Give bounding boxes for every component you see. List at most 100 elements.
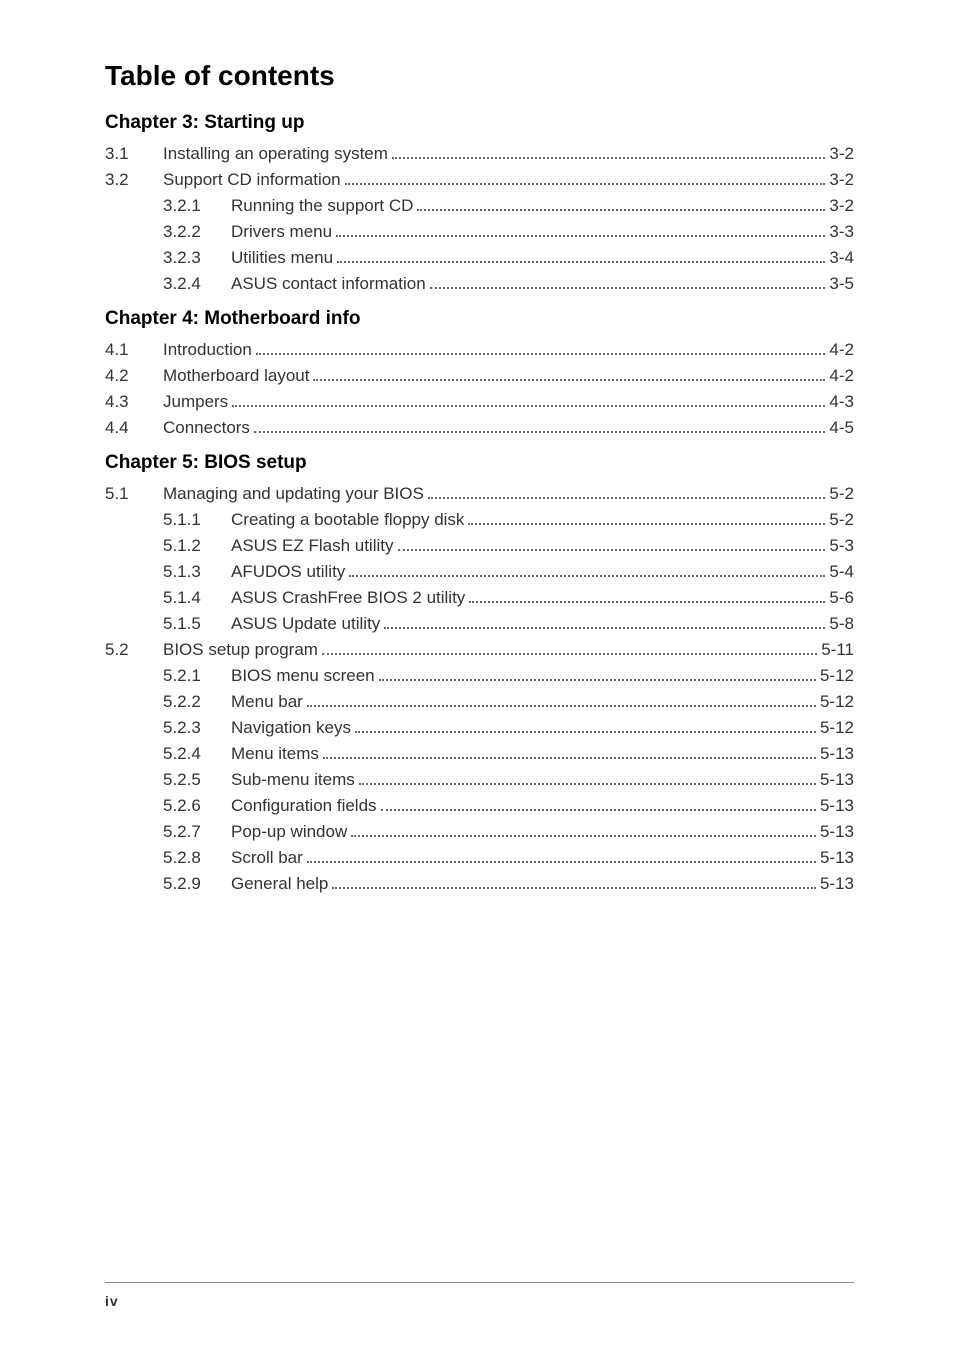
toc-entry-page: 3-2 xyxy=(829,196,854,216)
toc-leader-dots xyxy=(349,575,825,577)
toc-leader-dots xyxy=(469,601,825,603)
toc-entry: 5.1.5ASUS Update utility5-8 xyxy=(105,614,854,634)
toc-entry-page: 5-13 xyxy=(820,822,854,842)
toc-entry: 5.2.9General help5-13 xyxy=(105,874,854,894)
toc-leader-dots xyxy=(332,887,816,889)
toc-entry-label: Introduction xyxy=(163,340,252,360)
toc-entry-label: AFUDOS utility xyxy=(231,562,345,582)
toc-entry-label: Installing an operating system xyxy=(163,144,388,164)
toc-entry-number: 5.2.7 xyxy=(163,822,231,842)
toc-entry-page: 5-2 xyxy=(829,484,854,504)
footer-page-number: iv xyxy=(105,1293,854,1309)
toc-entry-number: 3.1 xyxy=(105,144,163,164)
toc-leader-dots xyxy=(323,757,816,759)
toc-leader-dots xyxy=(345,183,826,185)
toc-entry-number: 3.2.1 xyxy=(163,196,231,216)
toc-entry: 3.2.3Utilities menu3-4 xyxy=(105,248,854,268)
toc-entry-label: ASUS EZ Flash utility xyxy=(231,536,394,556)
toc-entry: 5.1.3AFUDOS utility5-4 xyxy=(105,562,854,582)
toc-entry-number: 5.2.2 xyxy=(163,692,231,712)
toc-entry-number: 5.1.2 xyxy=(163,536,231,556)
toc-leader-dots xyxy=(336,235,825,237)
toc-entry-label: ASUS contact information xyxy=(231,274,426,294)
toc-entry-number: 5.1.1 xyxy=(163,510,231,530)
toc-entry: 4.1Introduction4-2 xyxy=(105,340,854,360)
chapter-heading: Chapter 3: Starting up xyxy=(105,112,854,134)
toc-entry-number: 4.2 xyxy=(105,366,163,386)
toc-entry-page: 5-8 xyxy=(829,614,854,634)
toc-entry-label: Motherboard layout xyxy=(163,366,309,386)
toc-leader-dots xyxy=(256,353,826,355)
toc-leader-dots xyxy=(351,835,816,837)
toc-entry-page: 5-13 xyxy=(820,874,854,894)
toc-entry-page: 5-13 xyxy=(820,848,854,868)
toc-entry: 5.1.4ASUS CrashFree BIOS 2 utility5-6 xyxy=(105,588,854,608)
toc-leader-dots xyxy=(381,809,816,811)
toc-leader-dots xyxy=(359,783,816,785)
toc-entry: 4.3Jumpers4-3 xyxy=(105,392,854,412)
toc-entry: 5.2.5Sub-menu items5-13 xyxy=(105,770,854,790)
toc-leader-dots xyxy=(337,261,825,263)
toc-entry-page: 4-3 xyxy=(829,392,854,412)
toc-entry-page: 5-11 xyxy=(821,640,854,660)
toc-leader-dots xyxy=(398,549,826,551)
toc-entry: 3.2.4ASUS contact information3-5 xyxy=(105,274,854,294)
toc-entry-label: Connectors xyxy=(163,418,250,438)
toc-entry-label: Creating a bootable floppy disk xyxy=(231,510,464,530)
toc-entry-label: Managing and updating your BIOS xyxy=(163,484,424,504)
toc-leader-dots xyxy=(254,431,825,433)
toc-entry: 5.2.8Scroll bar 5-13 xyxy=(105,848,854,868)
toc-leader-dots xyxy=(468,523,825,525)
toc-entry-label: Utilities menu xyxy=(231,248,333,268)
toc-entry-label: Drivers menu xyxy=(231,222,332,242)
toc-entry-label: Support CD information xyxy=(163,170,341,190)
toc-leader-dots xyxy=(232,405,825,407)
toc-entry-number: 5.1.5 xyxy=(163,614,231,634)
footer-rule xyxy=(105,1282,854,1283)
toc-entry-page: 5-4 xyxy=(829,562,854,582)
toc-leader-dots xyxy=(428,497,826,499)
toc-leader-dots xyxy=(379,679,816,681)
toc-entry-number: 5.2.4 xyxy=(163,744,231,764)
chapter-heading: Chapter 5: BIOS setup xyxy=(105,452,854,474)
toc-entry-label: Sub-menu items xyxy=(231,770,355,790)
chapter-heading: Chapter 4: Motherboard info xyxy=(105,308,854,330)
toc-leader-dots xyxy=(355,731,816,733)
toc-entry-label: Menu items xyxy=(231,744,319,764)
toc-entry: 5.1.2ASUS EZ Flash utility 5-3 xyxy=(105,536,854,556)
toc-entry-page: 5-13 xyxy=(820,770,854,790)
toc-entry-number: 5.1.4 xyxy=(163,588,231,608)
toc-leader-dots xyxy=(430,287,826,289)
toc-entry: 5.1Managing and updating your BIOS5-2 xyxy=(105,484,854,504)
toc-entry-number: 5.2.1 xyxy=(163,666,231,686)
toc-container: Chapter 3: Starting up 3.1Installing an o… xyxy=(105,112,854,894)
toc-entry: 3.1Installing an operating system3-2 xyxy=(105,144,854,164)
toc-entry-label: Navigation keys xyxy=(231,718,351,738)
toc-leader-dots xyxy=(307,861,816,863)
toc-entry-label: Menu bar xyxy=(231,692,303,712)
toc-entry-label: Scroll bar xyxy=(231,848,303,868)
toc-leader-dots xyxy=(307,705,816,707)
toc-entry-page: 3-4 xyxy=(829,248,854,268)
toc-leader-dots xyxy=(392,157,826,159)
toc-entry-page: 5-3 xyxy=(829,536,854,556)
toc-entry-page: 5-6 xyxy=(829,588,854,608)
toc-entry: 5.2.6Configuration fields5-13 xyxy=(105,796,854,816)
toc-entry-label: Pop-up window xyxy=(231,822,347,842)
toc-entry: 5.2BIOS setup program5-11 xyxy=(105,640,854,660)
toc-leader-dots xyxy=(417,209,825,211)
toc-entry-page: 4-2 xyxy=(829,340,854,360)
toc-entry-number: 5.2.3 xyxy=(163,718,231,738)
toc-entry: 5.2.1BIOS menu screen5-12 xyxy=(105,666,854,686)
page-footer: iv xyxy=(105,1282,854,1309)
toc-leader-dots xyxy=(313,379,825,381)
toc-entry-number: 5.2.8 xyxy=(163,848,231,868)
toc-entry-number: 4.4 xyxy=(105,418,163,438)
toc-entry: 5.2.7Pop-up window 5-13 xyxy=(105,822,854,842)
toc-entry-label: BIOS setup program xyxy=(163,640,318,660)
toc-entry: 4.2Motherboard layout4-2 xyxy=(105,366,854,386)
toc-entry-page: 3-5 xyxy=(829,274,854,294)
toc-entry-page: 5-12 xyxy=(820,718,854,738)
toc-entry-label: General help xyxy=(231,874,328,894)
toc-entry: 3.2.1Running the support CD3-2 xyxy=(105,196,854,216)
